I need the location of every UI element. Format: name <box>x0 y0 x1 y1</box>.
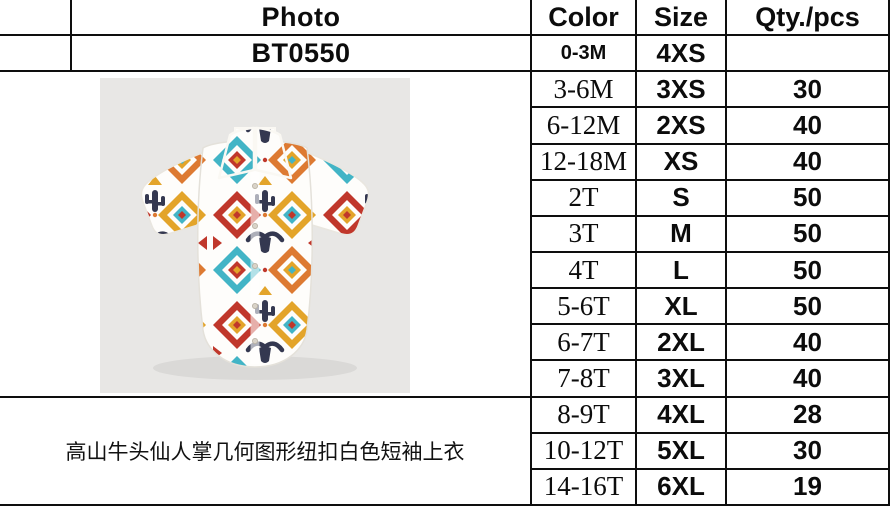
cell-color: 14-16T <box>532 469 637 506</box>
cell-color: 12-18M <box>532 144 637 181</box>
product-code-row: BT0550 <box>0 36 530 73</box>
cell-qty: 50 <box>727 217 888 253</box>
cell-qty: 28 <box>727 398 888 434</box>
cell-size: XS <box>637 144 727 181</box>
cell-qty: 40 <box>727 145 888 181</box>
cell-size: 6XL <box>637 469 727 506</box>
cell-qty: 40 <box>727 361 888 398</box>
header-color: Color <box>532 0 637 37</box>
product-code: BT0550 <box>251 37 351 68</box>
cell-color: 8-9T <box>532 397 637 434</box>
cell-qty: 50 <box>727 289 888 326</box>
cell-size: XL <box>637 289 727 326</box>
size-table: Color Size Qty./pcs 0-3M 4XS 3-6M 3XS 30… <box>530 0 890 506</box>
cell-size: M <box>637 216 727 253</box>
product-photo <box>100 78 410 394</box>
cell-size: 4XL <box>637 397 727 434</box>
cell-qty: 40 <box>727 108 888 145</box>
header-size: Size <box>637 0 727 37</box>
photo-header-row: Photo <box>0 0 530 37</box>
corner-cell <box>0 0 72 35</box>
shirt-illustration <box>140 127 370 381</box>
cell-color: 3-6M <box>532 72 637 109</box>
cell-size: 2XL <box>637 325 727 362</box>
cell-qty: 30 <box>727 72 888 109</box>
cell-qty: 50 <box>727 253 888 290</box>
cell-color: 0-3M <box>532 36 637 73</box>
cell-size: 3XS <box>637 72 727 109</box>
cell-size: 3XL <box>637 361 727 398</box>
cell-size: L <box>637 252 727 290</box>
cell-color: 2T <box>532 180 637 217</box>
cell-size: S <box>637 180 727 217</box>
cell-qty: 40 <box>727 325 888 362</box>
photo-zone <box>0 72 530 398</box>
corner-cell-2 <box>0 36 72 71</box>
header-qty: Qty./pcs <box>727 0 888 37</box>
cell-size: 4XS <box>637 36 727 73</box>
cell-color: 10-12T <box>532 433 637 470</box>
cell-qty: 19 <box>727 470 888 506</box>
cell-color: 5-6T <box>532 289 637 326</box>
cell-size: 5XL <box>637 433 727 470</box>
cell-size: 2XS <box>637 108 727 145</box>
cell-qty: 50 <box>727 181 888 217</box>
cell-color: 6-7T <box>532 325 637 362</box>
description-text: 高山牛头仙人掌几何图形纽扣白色短袖上衣 <box>65 440 465 464</box>
cell-qty <box>727 36 888 73</box>
cell-color: 4T <box>532 252 637 290</box>
cell-color: 6-12M <box>532 108 637 145</box>
photo-header-label: Photo <box>261 1 341 32</box>
cell-color: 7-8T <box>532 361 637 398</box>
cell-color: 3T <box>532 216 637 253</box>
cell-qty: 30 <box>727 434 888 470</box>
description-zone: 高山牛头仙人掌几何图形纽扣白色短袖上衣 <box>0 398 530 506</box>
